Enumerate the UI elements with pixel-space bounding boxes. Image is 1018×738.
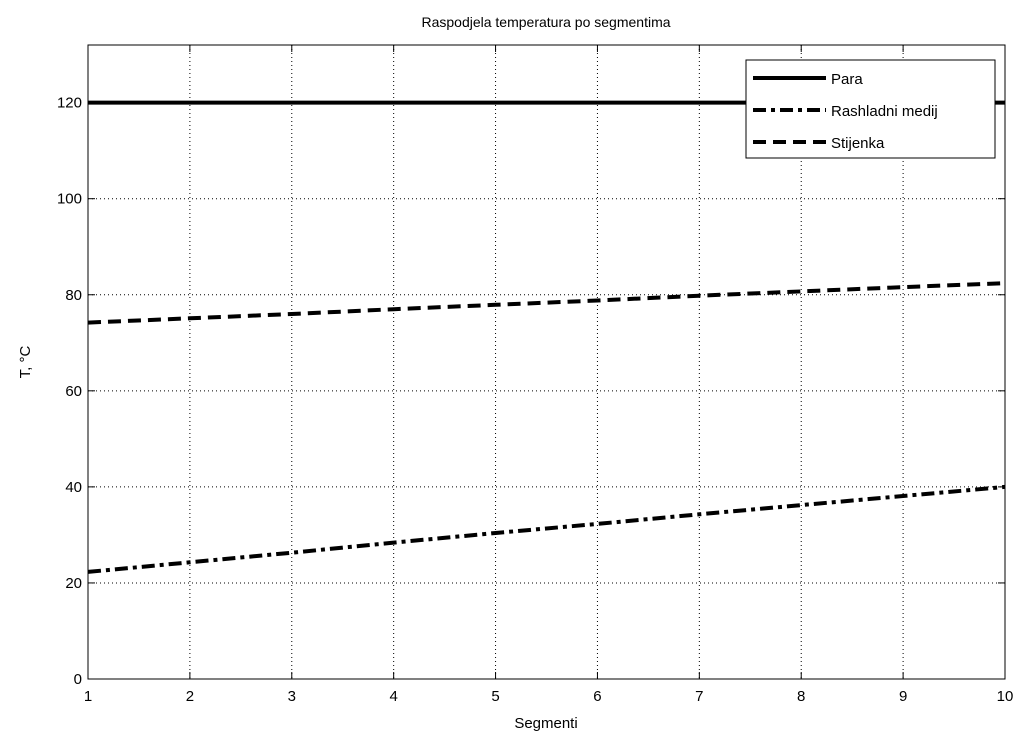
y-axis-label: T, °C [17,346,34,379]
x-tick-label: 5 [491,688,499,705]
x-tick-label: 2 [186,688,194,705]
chart-title: Raspodjela temperatura po segmentima [421,14,670,30]
x-tick-label: 10 [997,688,1014,705]
x-axis-ticks: 1 2 3 4 5 6 7 8 9 10 [84,45,1014,705]
y-axis-ticks: 0 20 40 60 80 100 120 [57,95,1005,688]
y-tick-label: 100 [57,191,82,208]
plot-frame [87,44,1006,680]
y-tick-label: 0 [74,671,82,688]
y-tick-label: 120 [57,95,82,112]
y-tick-label: 80 [65,287,82,304]
x-tick-label: 7 [695,688,703,705]
x-axis-label: Segmenti [514,715,577,732]
y-tick-label: 60 [65,383,82,400]
y-tick-label: 20 [65,575,82,592]
y-tick-label: 40 [65,479,82,496]
legend-label: Para [831,71,863,88]
series-line [87,484,1006,574]
legend-label: Stijenka [831,135,885,152]
x-tick-label: 9 [899,688,907,705]
x-tick-label: 8 [797,688,805,705]
series-line [87,281,1006,325]
legend: Para Rashladni medij Stijenka [745,59,996,159]
x-tick-label: 1 [84,688,92,705]
legend-label: Rashladni medij [831,103,938,120]
x-tick-label: 3 [288,688,296,705]
x-tick-label: 4 [389,688,397,705]
x-tick-label: 6 [593,688,601,705]
grid [88,45,1005,679]
